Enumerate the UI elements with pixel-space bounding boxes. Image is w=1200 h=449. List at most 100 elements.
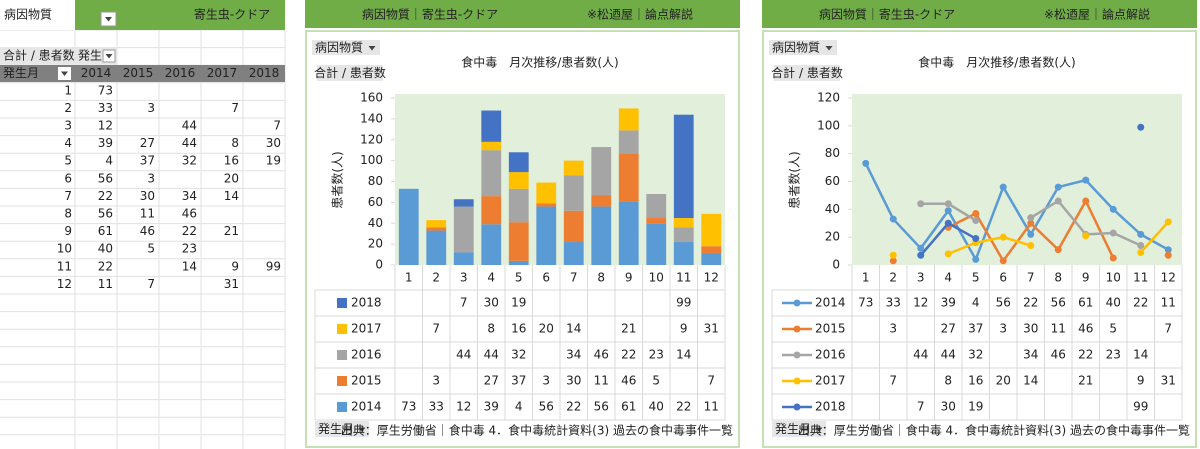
bar-segment bbox=[591, 206, 612, 265]
data-label: 3 bbox=[999, 322, 1007, 336]
cell-value: 7 bbox=[147, 277, 155, 291]
point bbox=[944, 207, 952, 215]
x-tick-label: 7 bbox=[570, 271, 578, 285]
point bbox=[862, 159, 870, 167]
data-label: 46 bbox=[594, 348, 609, 362]
bar-segment bbox=[673, 114, 694, 219]
filter-button[interactable] bbox=[312, 40, 380, 55]
cell-value: 9 bbox=[231, 259, 239, 273]
dropdown-arrow bbox=[368, 46, 376, 51]
point bbox=[889, 251, 897, 259]
data-label: 44 bbox=[913, 348, 928, 362]
data-label: 39 bbox=[941, 296, 956, 310]
data-label: 5 bbox=[1109, 322, 1117, 336]
bar-segment bbox=[673, 218, 694, 228]
x-tick-label: 3 bbox=[460, 271, 468, 285]
data-label: 22 bbox=[621, 348, 636, 362]
category-button[interactable] bbox=[315, 421, 369, 437]
bar-segment bbox=[646, 223, 667, 265]
x-tick-label: 10 bbox=[649, 271, 664, 285]
legend-marker bbox=[337, 324, 347, 334]
y-tick-label: 140 bbox=[360, 111, 383, 125]
filter-button-label: 病因物質 bbox=[772, 40, 820, 55]
point bbox=[889, 257, 897, 265]
cell-value: 30 bbox=[266, 136, 281, 150]
data-label: 19 bbox=[511, 296, 526, 310]
source: 出典：厚生労働省｜食中毒 4．食中毒統計資料(3) 過去の食中毒事件一覧 bbox=[341, 423, 733, 438]
value-button[interactable] bbox=[317, 65, 383, 81]
value-button-label: 合計 / 患者数 bbox=[314, 65, 386, 80]
point bbox=[1164, 218, 1172, 226]
point bbox=[917, 251, 925, 259]
bar-segment bbox=[426, 220, 447, 228]
bar-segment bbox=[508, 222, 529, 261]
data-label: 37 bbox=[968, 322, 983, 336]
bar-segment bbox=[618, 108, 639, 131]
point bbox=[944, 219, 952, 227]
row-header: 8 bbox=[64, 207, 72, 221]
source: 出典：厚生労働省｜食中毒 4．食中毒統計資料(3) 過去の食中毒事件一覧 bbox=[798, 423, 1190, 438]
panel-header bbox=[762, 0, 1197, 28]
data-label: 22 bbox=[1023, 296, 1038, 310]
data-label: 14 bbox=[1133, 348, 1148, 362]
point bbox=[917, 244, 925, 252]
bar-segment bbox=[453, 199, 474, 207]
data-label: 19 bbox=[968, 400, 983, 414]
y-tick-label: 80 bbox=[825, 146, 840, 160]
data-label: 4 bbox=[972, 296, 980, 310]
point bbox=[889, 215, 897, 223]
data-label: 22 bbox=[566, 400, 581, 414]
y-tick-label: 100 bbox=[360, 153, 383, 167]
data-label: 44 bbox=[484, 348, 499, 362]
point bbox=[999, 257, 1007, 265]
bar-segment bbox=[453, 252, 474, 265]
header-row bbox=[0, 47, 117, 65]
cell-value: 14 bbox=[182, 259, 197, 273]
legend-label: 2015 bbox=[351, 374, 382, 388]
cell-value: 44 bbox=[182, 119, 197, 133]
legend-label: 2014 bbox=[351, 400, 382, 414]
y-tick-label: 120 bbox=[817, 91, 840, 105]
legend-marker bbox=[793, 403, 801, 411]
data-label: 20 bbox=[539, 322, 554, 336]
data-label: 23 bbox=[1106, 348, 1121, 362]
y-tick-label: 40 bbox=[368, 216, 383, 230]
header-row bbox=[0, 65, 285, 82]
cell-value: 34 bbox=[182, 189, 197, 203]
category-button[interactable] bbox=[772, 421, 826, 437]
cell-value: 56 bbox=[98, 207, 113, 221]
data-label: 40 bbox=[649, 400, 664, 414]
value-button[interactable] bbox=[774, 65, 840, 81]
point bbox=[1164, 251, 1172, 259]
y-tick-label: 0 bbox=[832, 258, 840, 272]
bar-segment bbox=[701, 213, 722, 247]
data-label: 14 bbox=[1023, 374, 1038, 388]
legend-marker bbox=[337, 402, 347, 412]
row-header: 6 bbox=[64, 171, 72, 185]
y-tick-label: 20 bbox=[368, 237, 383, 251]
row-header: 9 bbox=[64, 224, 72, 238]
point bbox=[972, 255, 980, 263]
value-label: 合計 / 患者数 bbox=[3, 48, 75, 63]
y-tick-label: 0 bbox=[375, 258, 383, 272]
dropdown-arrow bbox=[105, 17, 112, 22]
row-header: 12 bbox=[57, 277, 72, 291]
legend-marker bbox=[337, 376, 347, 386]
point bbox=[1137, 123, 1145, 131]
data-label: 16 bbox=[968, 374, 983, 388]
cell-value: 32 bbox=[182, 154, 197, 168]
filter-value: 寄生虫-クドア bbox=[194, 7, 270, 22]
legend-label: 2015 bbox=[815, 322, 846, 336]
row-header: 7 bbox=[64, 189, 72, 203]
data-label: 14 bbox=[566, 322, 581, 336]
data-label: 7 bbox=[432, 322, 440, 336]
point bbox=[1164, 246, 1172, 254]
filter-button[interactable] bbox=[769, 40, 837, 55]
data-label: 44 bbox=[941, 348, 956, 362]
column-label: 発生 bbox=[78, 49, 102, 63]
cell-value: 11 bbox=[98, 277, 113, 291]
data-label: 30 bbox=[566, 374, 581, 388]
cell-value: 27 bbox=[140, 136, 155, 150]
x-tick-label: 3 bbox=[917, 271, 925, 285]
